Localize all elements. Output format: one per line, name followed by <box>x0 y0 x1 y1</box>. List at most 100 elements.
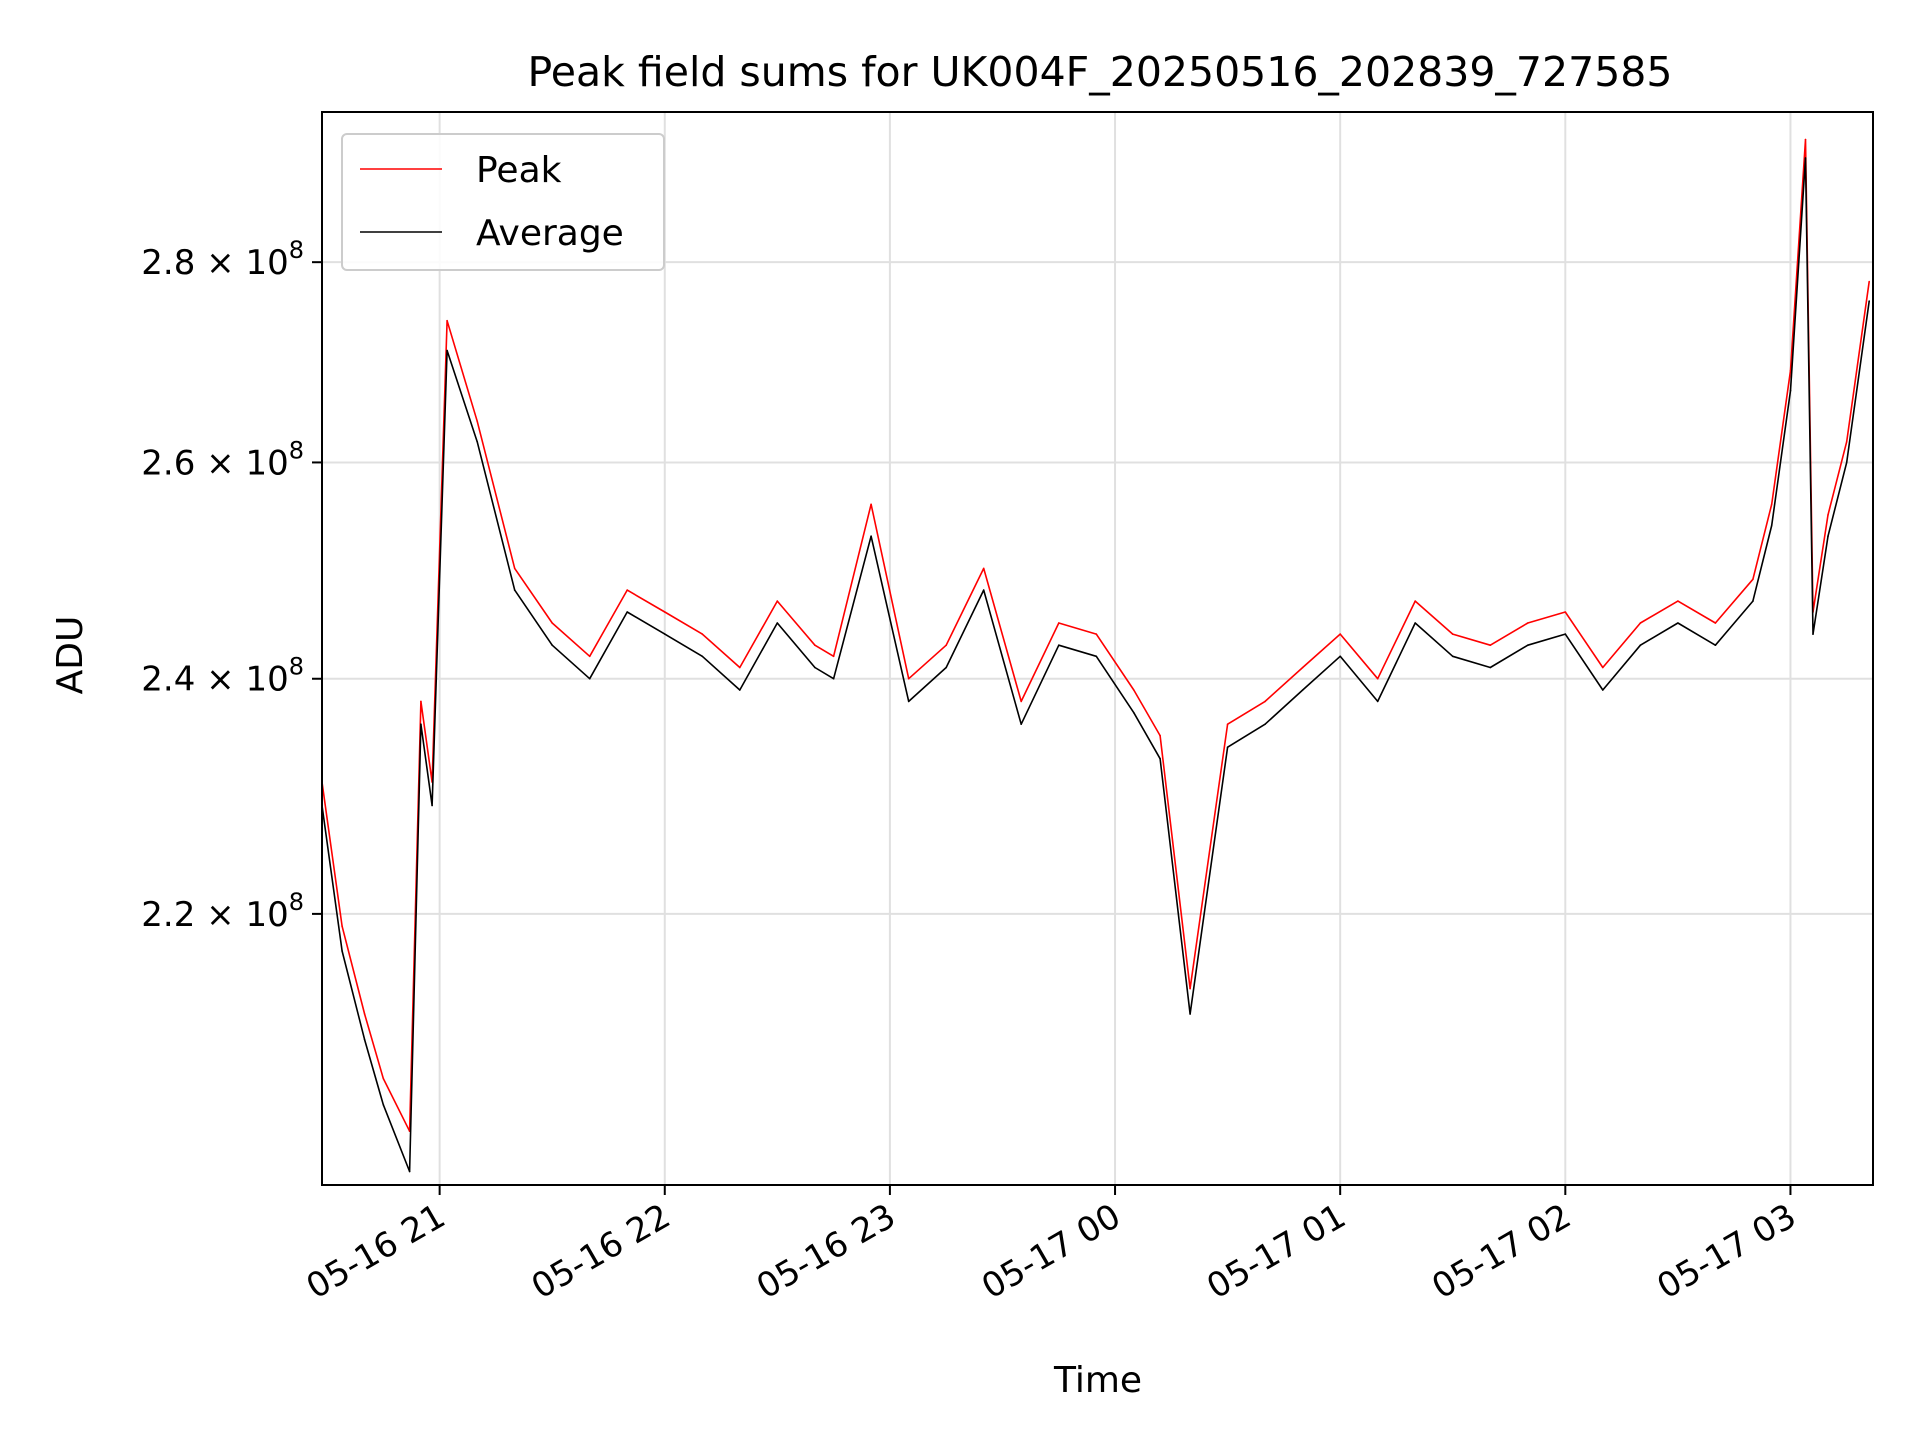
series-point-peak <box>907 677 910 680</box>
series-point-peak <box>1639 622 1642 624</box>
chart-title: Peak field sums for UK004F_20250516_2028… <box>528 48 1673 96</box>
series-point-average <box>1804 157 1807 159</box>
series-point-peak <box>1133 689 1135 691</box>
series-point-average <box>1527 644 1529 646</box>
series-point-peak <box>1868 280 1870 283</box>
x-axis-label: Time <box>1053 1360 1142 1401</box>
series-point-peak <box>1770 503 1773 506</box>
series-point-peak <box>739 666 741 669</box>
series-point-peak <box>1159 734 1161 737</box>
y-tick-label: 2.2 × 108 <box>141 888 304 935</box>
series-point-peak <box>476 420 479 423</box>
series-point-peak <box>1714 622 1717 624</box>
series-point-peak <box>1226 723 1229 725</box>
series-point-average <box>626 611 628 613</box>
series-point-average <box>1020 723 1022 725</box>
series-point-average <box>1339 655 1341 658</box>
series-point-average <box>1489 666 1492 669</box>
legend-label-average: Average <box>476 213 624 254</box>
y-tick-exponent: 8 <box>289 236 304 264</box>
series-point-peak <box>341 925 343 927</box>
y-tick-base: 10 <box>245 243 288 283</box>
series-layer <box>321 138 1870 1173</box>
series-point-average <box>1376 700 1379 703</box>
series-point-peak <box>1489 644 1492 646</box>
legend: Peak Average <box>341 133 665 271</box>
series-point-average <box>1264 723 1266 725</box>
series-point-average <box>408 1170 411 1173</box>
y-tick-exponent: 8 <box>289 436 304 464</box>
series-point-average <box>1752 600 1754 602</box>
y-tick-times: × <box>195 895 245 935</box>
series-point-peak <box>1095 633 1098 635</box>
y-tick-exponent: 8 <box>289 653 304 681</box>
series-point-average <box>1714 644 1717 646</box>
series-point-peak <box>1752 578 1754 581</box>
series-point-average <box>382 1103 385 1106</box>
series-point-average <box>1414 622 1416 624</box>
series-point-peak <box>1564 611 1567 613</box>
y-tick-mantissa: 2.8 <box>141 243 195 283</box>
y-tick-exponent: 8 <box>289 888 304 916</box>
series-point-peak <box>1527 622 1529 624</box>
y-tick-times: × <box>195 443 245 483</box>
series-point-average <box>431 804 433 807</box>
series-point-average <box>1301 689 1304 691</box>
series-point-peak <box>832 655 835 658</box>
series-point-average <box>1789 389 1792 392</box>
y-tick-times: × <box>195 660 245 700</box>
series-point-peak <box>363 1013 366 1015</box>
legend-label-peak: Peak <box>476 150 562 191</box>
series-point-peak <box>1189 987 1191 990</box>
plot-frame <box>321 111 1874 1186</box>
series-point-average <box>870 535 872 537</box>
series-point-peak <box>626 589 628 591</box>
series-point-peak <box>1789 369 1792 372</box>
series-point-peak <box>588 655 591 658</box>
series-point-average <box>476 440 479 443</box>
series-point-average <box>1812 633 1814 635</box>
series-point-peak <box>701 633 704 635</box>
series-point-peak <box>1845 440 1848 443</box>
series-point-average <box>420 723 422 725</box>
series-point-peak <box>1376 677 1379 680</box>
series-point-average <box>341 950 343 952</box>
series-point-peak <box>870 503 872 506</box>
series-point-average <box>1226 746 1229 748</box>
y-tick-label: 2.8 × 108 <box>141 236 304 283</box>
series-point-average <box>1639 644 1642 646</box>
series-point-peak <box>1677 600 1679 602</box>
series-point-average <box>1827 535 1829 537</box>
series-point-peak <box>1264 700 1266 703</box>
series-point-peak <box>664 611 666 613</box>
series-point-average <box>1845 461 1848 464</box>
series-point-peak <box>1301 666 1304 669</box>
series-point-average <box>1868 300 1870 302</box>
series-point-peak <box>420 700 422 703</box>
series-point-average <box>776 622 779 624</box>
series-point-peak <box>1339 633 1341 635</box>
series-point-peak <box>1020 700 1022 703</box>
series-point-peak <box>551 622 553 624</box>
series-point-average <box>739 689 741 691</box>
series-point-average <box>832 677 835 680</box>
series-point-average <box>1189 1013 1191 1015</box>
series-point-average <box>945 666 947 669</box>
y-tick-mantissa: 2.2 <box>141 895 195 935</box>
y-axis-label: ADU <box>50 616 91 695</box>
series-point-peak <box>814 644 816 646</box>
series-point-average <box>446 349 448 352</box>
series-point-average <box>1602 689 1604 691</box>
series-point-average <box>1133 711 1135 714</box>
series-point-peak <box>982 567 985 570</box>
series-point-peak <box>1827 514 1829 516</box>
series-point-average <box>814 666 816 669</box>
series-point-peak <box>945 644 947 646</box>
series-point-average <box>551 644 553 646</box>
series-point-average <box>1058 644 1060 646</box>
series-point-average <box>907 700 910 703</box>
series-point-average <box>1451 655 1454 658</box>
